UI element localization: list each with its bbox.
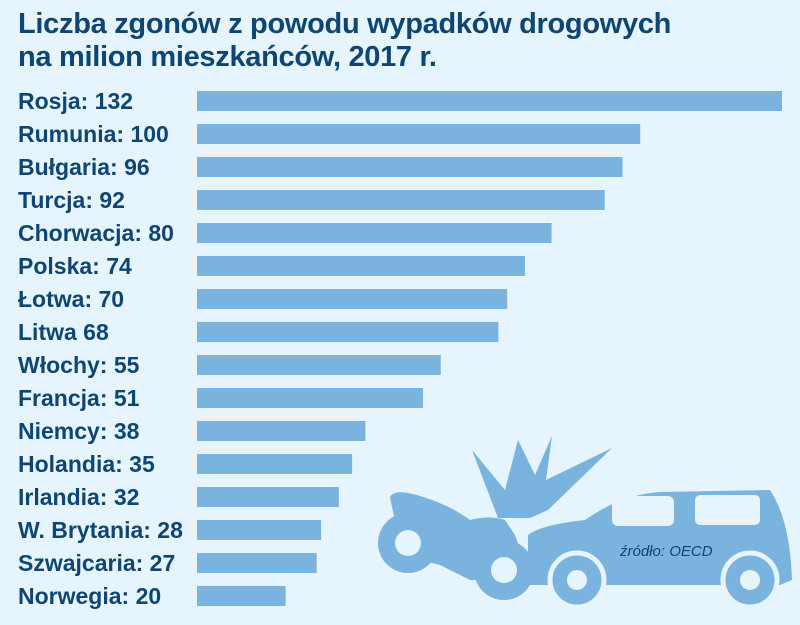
bar-litwa <box>197 322 499 342</box>
bar-label: Norwegia: 20 <box>18 583 161 609</box>
bar-chorwacja <box>197 223 552 243</box>
title-line-1: Liczba zgonów z powodu wypadków drogowyc… <box>18 8 672 40</box>
bar-polska <box>197 256 525 276</box>
bar-label: Polska: 74 <box>18 253 132 279</box>
bar-łotwa <box>197 289 508 309</box>
bar-label: Turcja: 92 <box>18 187 125 213</box>
bar-rumunia <box>197 124 641 144</box>
bar-norwegia <box>197 586 286 606</box>
bar-francja <box>197 388 424 408</box>
bar-label: Włochy: 55 <box>18 352 140 378</box>
bar-bułgaria <box>197 157 623 177</box>
bar-label: Rosja: 132 <box>18 88 133 114</box>
chart-title: Liczba zgonów z powodu wypadków drogowyc… <box>18 8 671 74</box>
car-motorcycle-crash-icon <box>378 436 792 610</box>
title-line-2: na milion mieszkańców, 2017 r. <box>18 41 437 73</box>
bar-label: Chorwacja: 80 <box>18 220 174 246</box>
bar-label: Irlandia: 32 <box>18 484 139 510</box>
bar-włochy <box>197 355 441 375</box>
bar-turcja <box>197 190 605 210</box>
bar-label: Bułgaria: 96 <box>18 154 150 180</box>
bar-irlandia <box>197 487 339 507</box>
bar-label: Niemcy: 38 <box>18 418 140 444</box>
source-note: źródło: OECD <box>620 543 713 560</box>
bar-holandia <box>197 454 353 474</box>
bar-rosja <box>197 91 782 111</box>
bar-label: Holandia: 35 <box>18 451 155 477</box>
bar-label: Szwajcaria: 27 <box>18 550 175 576</box>
bar-niemcy <box>197 421 366 441</box>
bar-szwajcaria <box>197 553 317 573</box>
bar-label: Rumunia: 100 <box>18 121 169 147</box>
bar-w-brytania <box>197 520 322 540</box>
bar-label: Łotwa: 70 <box>18 286 124 312</box>
bar-label: Francja: 51 <box>18 385 140 411</box>
bar-label: W. Brytania: 28 <box>18 517 183 543</box>
bar-label: Litwa 68 <box>18 319 109 345</box>
